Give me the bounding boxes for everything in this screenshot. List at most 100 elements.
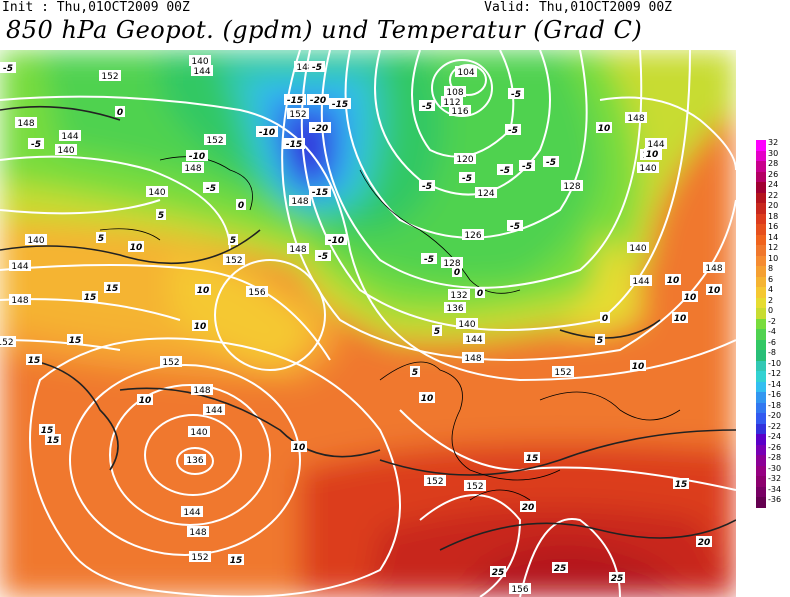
temperature-label: -5 — [508, 126, 518, 136]
legend-row: -34 — [752, 485, 790, 497]
geopotential-label: 152 — [191, 553, 208, 563]
temperature-label: 5 — [158, 211, 164, 221]
geopotential-label-box — [189, 551, 211, 562]
temperature-label: 15 — [47, 436, 60, 446]
temperature-label: 15 — [230, 556, 243, 566]
geopotential-label: 152 — [466, 482, 483, 492]
temperature-label-box — [630, 360, 646, 371]
temperature-label-box — [421, 253, 437, 264]
legend-swatch — [756, 486, 766, 497]
geopotential-label: 152 — [554, 368, 571, 378]
legend-swatch — [756, 276, 766, 287]
legend-label: 24 — [768, 180, 779, 189]
temperature-label: 5 — [98, 234, 104, 244]
temperature-label: 10 — [684, 293, 697, 303]
temperature-legend: 32 30 28 26 24 22 20 18 16 14 12 10 8 6 4 2 0 -2 -4 -6 -8 -10… — [752, 138, 790, 512]
temperature-label: 15 — [28, 356, 41, 366]
valid-time-text: Valid: Thu,01OCT2009 00Z — [484, 0, 672, 15]
geopotential-label: 140 — [190, 428, 207, 438]
temperature-label: 10 — [293, 443, 306, 453]
geopotential-label-box — [294, 61, 316, 72]
legend-row: -2 — [752, 317, 790, 329]
legend-row: -12 — [752, 369, 790, 382]
legend-label: -30 — [768, 463, 782, 473]
geopotential-label-box — [449, 105, 471, 116]
legend-row: -30 — [752, 463, 790, 476]
geopotential-label-box — [552, 366, 574, 377]
temperature-label: 0 — [454, 268, 460, 278]
temperature-label-box — [195, 284, 211, 295]
geopotential-label-box — [509, 583, 531, 594]
geopotential-label: 144 — [183, 508, 200, 518]
geopotential-label-box — [99, 70, 121, 81]
geopotential-label: 144 — [193, 67, 210, 77]
legend-row: 20 — [752, 201, 790, 214]
temperature-label: 10 — [598, 124, 611, 134]
temperature-label: -20 — [312, 124, 328, 134]
legend-swatch — [756, 392, 766, 403]
legend-row: -22 — [752, 421, 790, 434]
temperature-label-box — [283, 138, 305, 149]
legend-swatch — [756, 497, 766, 508]
legend-swatch — [756, 171, 766, 182]
temperature-label-box — [696, 536, 712, 547]
geopotential-label: 124 — [477, 189, 494, 199]
legend-label: -28 — [768, 453, 782, 462]
geopotential-label-box — [561, 180, 583, 191]
temperature-label-box — [39, 424, 55, 435]
temperature-label-box — [524, 452, 540, 463]
temperature-label-box — [505, 124, 521, 135]
legend-swatch — [756, 455, 766, 466]
legend-row: -10 — [752, 359, 790, 371]
legend-label: -22 — [768, 421, 782, 431]
geopotential-label-box — [184, 454, 206, 465]
temperature-label: 0 — [602, 314, 608, 324]
legend-label: 30 — [768, 148, 779, 158]
legend-label: -14 — [768, 379, 782, 389]
geopotential-label: 144 — [647, 140, 664, 150]
legend-row: -14 — [752, 379, 790, 392]
temperature-label: 0 — [238, 201, 244, 211]
temperature-label-box — [490, 566, 506, 577]
legend-swatch — [756, 255, 766, 266]
temperature-label-box — [459, 172, 475, 183]
temperature-label-box — [543, 156, 559, 167]
temperature-label-box — [45, 434, 61, 445]
geopotential-label-box — [187, 526, 209, 537]
geopotential-label-box — [444, 86, 466, 97]
temperature-label: -5 — [422, 182, 432, 192]
temperature-label-box — [309, 186, 331, 197]
temperature-label-box — [325, 234, 347, 245]
geopotential-label-box — [0, 336, 16, 347]
temperature-label-box — [595, 334, 605, 345]
temperature-label-box — [507, 220, 523, 231]
temperature-label-box — [236, 199, 246, 210]
temperature-label: -5 — [522, 162, 532, 172]
geopotential-label: 120 — [456, 155, 473, 165]
legend-swatch — [756, 150, 766, 161]
temperature-label: 15 — [106, 284, 119, 294]
temperature-label: 5 — [434, 327, 440, 337]
temperature-label-box — [26, 354, 42, 365]
legend-label: -18 — [768, 400, 782, 410]
legend-row: 6 — [752, 275, 790, 287]
legend-swatch — [756, 182, 766, 193]
legend-swatch — [756, 192, 766, 203]
temperature-label-box — [256, 126, 278, 137]
geopotential-label-box — [424, 475, 446, 486]
temperature-label: 10 — [646, 150, 659, 160]
legend-label: -36 — [768, 495, 782, 504]
temperature-label: -5 — [510, 222, 520, 232]
temperature-label: -5 — [511, 90, 521, 100]
legend-swatch — [756, 402, 766, 413]
temperature-label-box — [309, 122, 331, 133]
geopotential-label-box — [630, 275, 652, 286]
legend-swatch — [756, 371, 766, 382]
legend-swatch — [756, 360, 766, 371]
temperature-label-box — [228, 554, 244, 565]
geopotential-label-box — [191, 384, 213, 395]
legend-row: -24 — [752, 432, 790, 445]
geopotential-label-box — [462, 229, 484, 240]
geopotential-label: 156 — [248, 288, 265, 298]
legend-row: 0 — [752, 306, 790, 319]
